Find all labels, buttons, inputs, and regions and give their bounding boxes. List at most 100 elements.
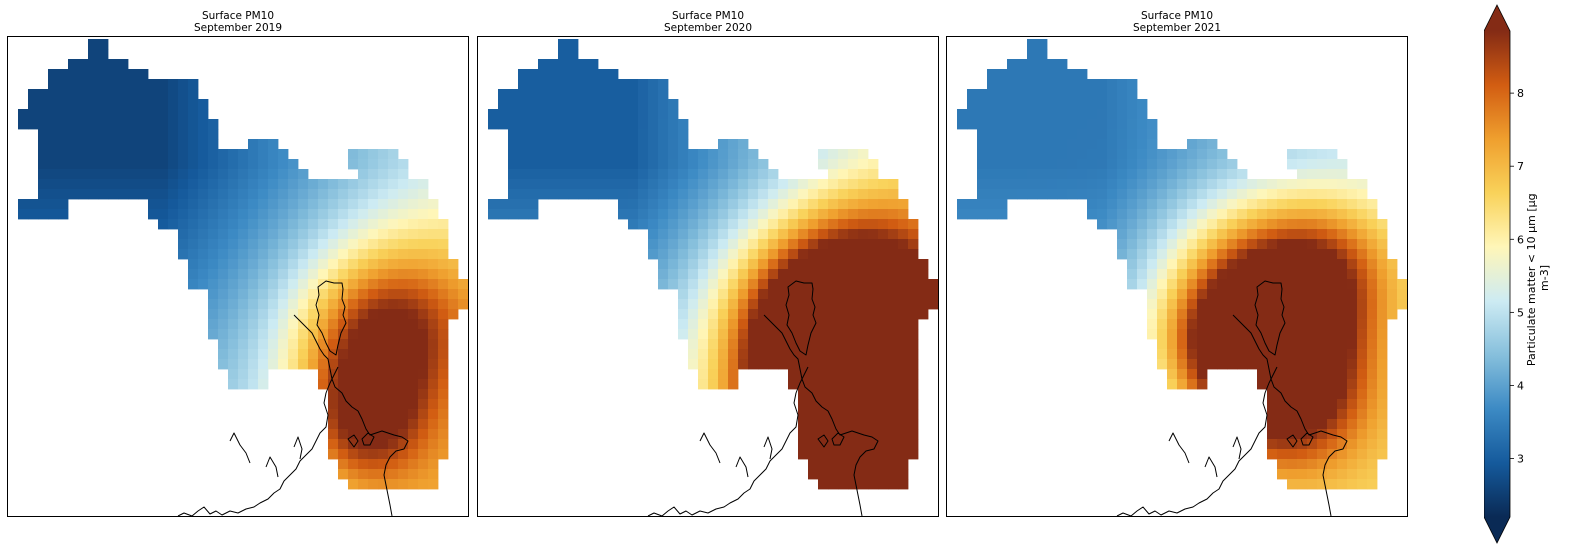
pm10-grid-cell <box>128 119 139 130</box>
pm10-grid-cell <box>1207 209 1218 220</box>
pm10-grid-cell <box>438 419 449 430</box>
pm10-grid-cell <box>28 109 39 120</box>
pm10-grid-cell <box>738 289 749 300</box>
pm10-grid-cell <box>778 219 789 230</box>
pm10-grid-cell <box>1247 269 1258 280</box>
pm10-grid-cell <box>608 159 619 170</box>
pm10-grid-cell <box>1137 109 1148 120</box>
pm10-grid-cell <box>957 119 968 130</box>
pm10-grid-cell <box>1037 129 1048 140</box>
pm10-grid-cell <box>977 129 988 140</box>
pm10-grid-cell <box>1267 299 1278 310</box>
pm10-grid-cell <box>1307 179 1318 190</box>
pm10-grid-cell <box>418 349 429 360</box>
pm10-grid-cell <box>858 159 869 170</box>
pm10-grid-cell <box>368 309 379 320</box>
pm10-grid-cell <box>898 369 909 380</box>
pm10-grid-cell <box>758 209 769 220</box>
pm10-grid-cell <box>338 269 349 280</box>
pm10-grid-cell <box>518 69 529 80</box>
pm10-grid-cell <box>888 279 899 290</box>
pm10-grid-cell <box>668 279 679 290</box>
pm10-grid-cell <box>268 219 279 230</box>
pm10-grid-cell <box>997 199 1008 210</box>
pm10-grid-cell <box>188 179 199 190</box>
pm10-grid-map-2021 <box>957 39 1407 516</box>
pm10-grid-cell <box>548 89 559 100</box>
pm10-grid-cell <box>977 169 988 180</box>
pm10-grid-cell <box>298 289 309 300</box>
pm10-grid-cell <box>608 169 619 180</box>
pm10-grid-cell <box>68 89 79 100</box>
pm10-grid-cell <box>1367 419 1378 430</box>
pm10-grid-cell <box>1127 119 1138 130</box>
pm10-grid-cell <box>368 419 379 430</box>
pm10-grid-cell <box>378 299 389 310</box>
pm10-grid-cell <box>1327 409 1338 420</box>
pm10-grid-cell <box>58 209 69 220</box>
pm10-grid-cell <box>1107 209 1118 220</box>
pm10-grid-cell <box>778 179 789 190</box>
pm10-grid-cell <box>1187 359 1198 370</box>
pm10-grid-cell <box>1197 339 1208 350</box>
pm10-grid-cell <box>898 459 909 470</box>
pm10-grid-cell <box>678 269 689 280</box>
pm10-grid-cell <box>1267 239 1278 250</box>
pm10-grid-cell <box>888 299 899 310</box>
pm10-grid-cell <box>898 389 909 400</box>
pm10-grid-cell <box>1147 279 1158 290</box>
pm10-grid-cell <box>1197 149 1208 160</box>
pm10-grid-cell <box>158 169 169 180</box>
pm10-grid-cell <box>238 259 249 270</box>
pm10-grid-cell <box>378 429 389 440</box>
pm10-grid-cell <box>568 189 579 200</box>
pm10-grid-cell <box>98 159 109 170</box>
pm10-grid-cell <box>1147 159 1158 170</box>
pm10-grid-cell <box>308 349 319 360</box>
pm10-grid-cell <box>348 399 359 410</box>
pm10-grid-cell <box>1307 349 1318 360</box>
pm10-grid-cell <box>1047 179 1058 190</box>
pm10-grid-cell <box>358 309 369 320</box>
pm10-grid-cell <box>398 189 409 200</box>
pm10-grid-cell <box>728 379 739 390</box>
pm10-grid-cell <box>848 339 859 350</box>
pm10-grid-cell <box>828 299 839 310</box>
pm10-grid-cell <box>1347 309 1358 320</box>
pm10-grid-cell <box>658 139 669 150</box>
pm10-grid-cell <box>1157 189 1168 200</box>
pm10-grid-cell <box>508 179 519 190</box>
pm10-grid-cell <box>1167 369 1178 380</box>
pm10-grid-cell <box>188 199 199 210</box>
pm10-grid-cell <box>1267 339 1278 350</box>
pm10-grid-cell <box>928 299 938 310</box>
pm10-grid-cell <box>188 229 199 240</box>
pm10-grid-cell <box>1297 349 1308 360</box>
pm10-grid-cell <box>408 459 419 470</box>
pm10-grid-cell <box>118 139 129 150</box>
pm10-grid-cell <box>278 329 289 340</box>
pm10-grid-cell <box>1007 59 1018 70</box>
pm10-grid-cell <box>698 249 709 260</box>
pm10-grid-cell <box>1127 239 1138 250</box>
pm10-grid-cell <box>258 249 269 260</box>
pm10-grid-cell <box>558 79 569 90</box>
pm10-grid-cell <box>858 229 869 240</box>
pm10-grid-cell <box>898 359 909 370</box>
pm10-grid-cell <box>728 239 739 250</box>
pm10-grid-cell <box>1227 239 1238 250</box>
pm10-grid-cell <box>358 479 369 490</box>
pm10-grid-cell <box>1347 219 1358 230</box>
pm10-grid-cell <box>658 259 669 270</box>
pm10-grid-cell <box>708 319 719 330</box>
pm10-grid-cell <box>1197 269 1208 280</box>
pm10-grid-cell <box>418 419 429 430</box>
pm10-grid-cell <box>628 79 639 90</box>
pm10-grid-cell <box>987 69 998 80</box>
pm10-grid-cell <box>1377 279 1388 290</box>
pm10-grid-cell <box>378 149 389 160</box>
pm10-grid-cell <box>977 139 988 150</box>
pm10-grid-cell <box>518 199 529 210</box>
pm10-grid-cell <box>48 139 59 150</box>
pm10-grid-cell <box>198 179 209 190</box>
